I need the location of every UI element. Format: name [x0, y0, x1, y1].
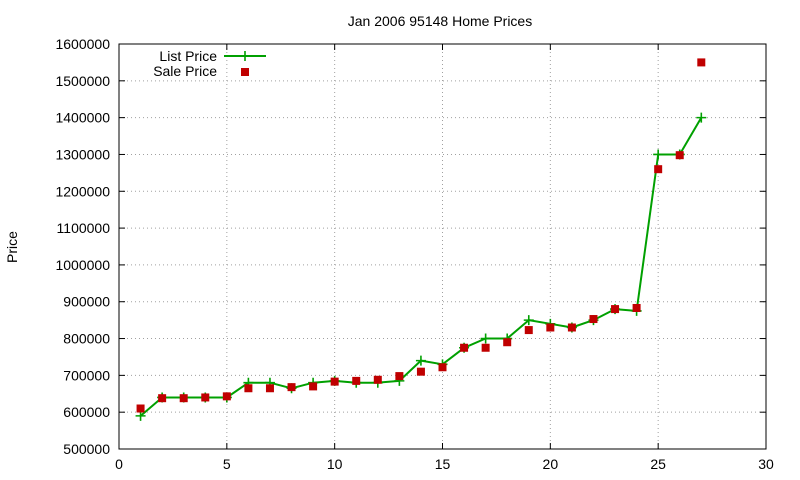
sale-price-point	[524, 326, 533, 335]
x-tick-label: 20	[543, 456, 559, 472]
sale-price-point	[654, 165, 663, 174]
sale-price-point	[309, 382, 318, 391]
sale-price-point	[158, 394, 167, 403]
list-price-point	[653, 149, 664, 160]
y-tick-label: 500000	[63, 441, 110, 457]
sale-price-point	[244, 384, 253, 393]
sale-price-point	[330, 377, 339, 386]
sale-price-point	[503, 338, 512, 347]
sale-price-point	[265, 384, 274, 393]
list-price-point	[480, 333, 491, 344]
y-tick-label: 1000000	[55, 257, 110, 273]
y-tick-label: 900000	[63, 294, 110, 310]
axis-ticks: 0 5 10 15 20 25 30 500000 600000 700000 800000 9000…	[55, 36, 774, 472]
sale-price-point	[675, 151, 684, 160]
sale-price-point	[373, 375, 382, 384]
series	[135, 58, 707, 421]
sale-price-point	[546, 323, 555, 332]
x-tick-label: 10	[327, 456, 343, 472]
list-price-point	[696, 112, 707, 123]
sale-price-point	[395, 372, 404, 381]
sale-price-point	[136, 404, 145, 413]
sale-price-point	[416, 367, 425, 376]
x-tick-label: 15	[435, 456, 451, 472]
grid	[119, 44, 766, 449]
y-tick-label: 800000	[63, 331, 110, 347]
x-tick-label: 25	[650, 456, 666, 472]
sale-price-point	[481, 343, 490, 352]
chart-title: Jan 2006 95148 Home Prices	[348, 13, 532, 29]
x-tick-label: 5	[223, 456, 231, 472]
sale-price-point	[222, 392, 231, 401]
y-tick-label: 1100000	[57, 220, 111, 236]
sale-price-point	[438, 363, 447, 372]
list-price-point	[415, 355, 426, 366]
y-tick-label: 1300000	[55, 146, 110, 162]
sale-price-point	[179, 394, 188, 403]
x-tick-label: 0	[115, 456, 123, 472]
x-tick-label: 30	[758, 456, 774, 472]
sale-price-point	[352, 376, 361, 385]
y-tick-label: 1600000	[55, 36, 110, 52]
list-price-point	[135, 410, 146, 421]
sale-price-point	[632, 303, 641, 312]
y-axis-label: Price	[4, 231, 20, 263]
y-tick-label: 600000	[63, 404, 110, 420]
sale-price-point	[697, 58, 706, 67]
list-price-point	[523, 315, 534, 326]
y-tick-label: 1400000	[55, 110, 110, 126]
sale-price-point	[201, 393, 210, 402]
legend-label-list-price: List Price	[159, 48, 217, 64]
legend-marker-sale-price	[241, 68, 249, 76]
legend: List Price Sale Price	[153, 48, 266, 79]
sale-price-point	[460, 343, 469, 352]
legend-marker-list-price	[240, 51, 250, 61]
y-tick-label: 700000	[63, 367, 110, 383]
sale-price-point	[567, 323, 576, 332]
legend-label-sale-price: Sale Price	[153, 63, 217, 79]
y-tick-label: 1500000	[55, 73, 110, 89]
sale-price-point	[589, 315, 598, 324]
sale-price-point	[611, 305, 620, 314]
y-tick-label: 1200000	[55, 183, 110, 199]
sale-price-point	[287, 383, 296, 392]
